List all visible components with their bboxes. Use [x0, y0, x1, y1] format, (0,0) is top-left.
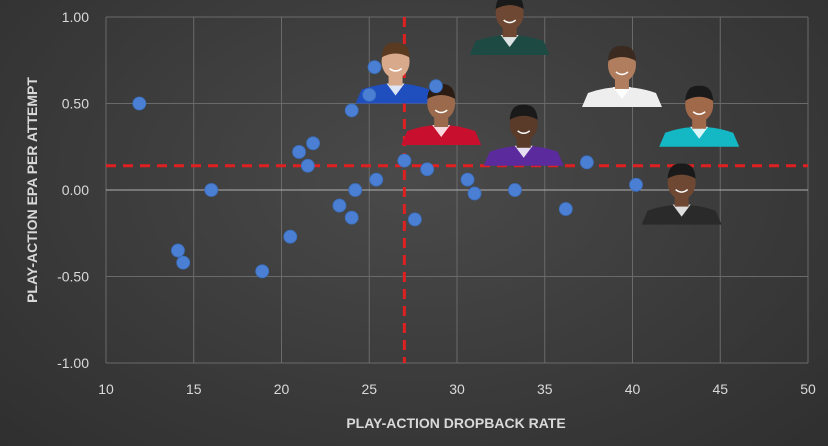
- x-tick-label: 20: [274, 381, 290, 397]
- scatter-point: [171, 243, 185, 258]
- player-headshot-detroit: [641, 163, 722, 225]
- hair-shape: [495, 0, 524, 10]
- player-headshot-baltimore: [483, 104, 564, 166]
- smile-shape: [615, 71, 629, 76]
- smile-shape: [675, 189, 689, 193]
- scatter-point: [508, 183, 522, 197]
- scatter-point: [348, 183, 363, 197]
- scatter-point: [176, 255, 191, 270]
- scatter-point: [204, 183, 219, 197]
- y-tick-label: 0.00: [62, 182, 89, 198]
- collar-shape: [612, 86, 631, 99]
- y-axis-title: PLAY-ACTION EPA PER ATTEMPT: [24, 77, 40, 303]
- scatter-point: [467, 186, 482, 201]
- player-headshot-buffalo: [355, 42, 436, 104]
- hair-shape: [667, 163, 696, 179]
- y-tick-label: 1.00: [62, 9, 89, 25]
- y-tick-label: -1.00: [57, 355, 89, 371]
- scatter-point: [332, 198, 347, 213]
- scatter-point: [558, 202, 573, 216]
- hair-shape: [381, 42, 410, 58]
- scatter-point: [344, 210, 359, 225]
- y-tick-label: -0.50: [57, 269, 89, 285]
- scatter-point: [397, 153, 412, 168]
- neck-shape: [502, 25, 517, 38]
- scatter-point: [255, 264, 270, 279]
- scatter-point: [132, 96, 147, 111]
- grid-lines: [105, 16, 809, 364]
- x-tick-label: 35: [537, 381, 553, 397]
- x-tick-label: 45: [712, 381, 728, 397]
- smile-shape: [503, 19, 517, 24]
- scatter-point: [429, 79, 443, 94]
- scatter-point: [344, 103, 359, 118]
- scatter-point: [629, 177, 643, 192]
- hair-shape: [607, 45, 636, 61]
- smile-shape: [692, 111, 706, 115]
- player-headshots: [355, 0, 740, 225]
- scatter-point: [362, 87, 377, 102]
- scatter-point: [369, 172, 384, 187]
- y-tick-label: 0.50: [62, 96, 89, 112]
- player-headshot-philadelphia: [469, 0, 550, 56]
- collar-shape: [672, 204, 691, 217]
- collar-shape: [514, 145, 533, 158]
- scatter-point: [306, 136, 320, 151]
- collar-shape: [432, 125, 451, 138]
- x-tick-label: 10: [98, 381, 114, 397]
- collar-shape: [500, 35, 519, 48]
- collar-shape: [386, 83, 405, 96]
- player-headshot-dallas: [581, 45, 662, 107]
- tick-labels: 10 15 20 25 30 35 40 45 50 1.00 0.50 0.00 -0.50 -1.00: [57, 9, 816, 397]
- smile-shape: [517, 130, 531, 135]
- hair-shape: [685, 85, 714, 101]
- x-tick-label: 30: [449, 381, 465, 397]
- x-tick-label: 50: [800, 381, 816, 397]
- scatter-point: [460, 172, 475, 187]
- x-tick-label: 15: [186, 381, 202, 397]
- scatter-point: [407, 212, 422, 227]
- smile-shape: [434, 109, 448, 114]
- scatter-point: [292, 145, 306, 159]
- collar-shape: [690, 126, 709, 139]
- x-tick-label: 25: [361, 381, 377, 397]
- scatter-point: [579, 155, 594, 170]
- scatter-point: [367, 60, 382, 75]
- smile-shape: [389, 67, 403, 72]
- scatter-point: [300, 158, 315, 173]
- player-headshot-miami: [659, 85, 740, 147]
- data-points: [132, 60, 643, 279]
- head-shape: [495, 0, 524, 31]
- scatter-point: [283, 229, 298, 244]
- scatter-point: [420, 162, 435, 177]
- x-axis-title: PLAY-ACTION DROPBACK RATE: [346, 415, 565, 431]
- x-tick-label: 40: [625, 381, 641, 397]
- hair-shape: [509, 104, 538, 120]
